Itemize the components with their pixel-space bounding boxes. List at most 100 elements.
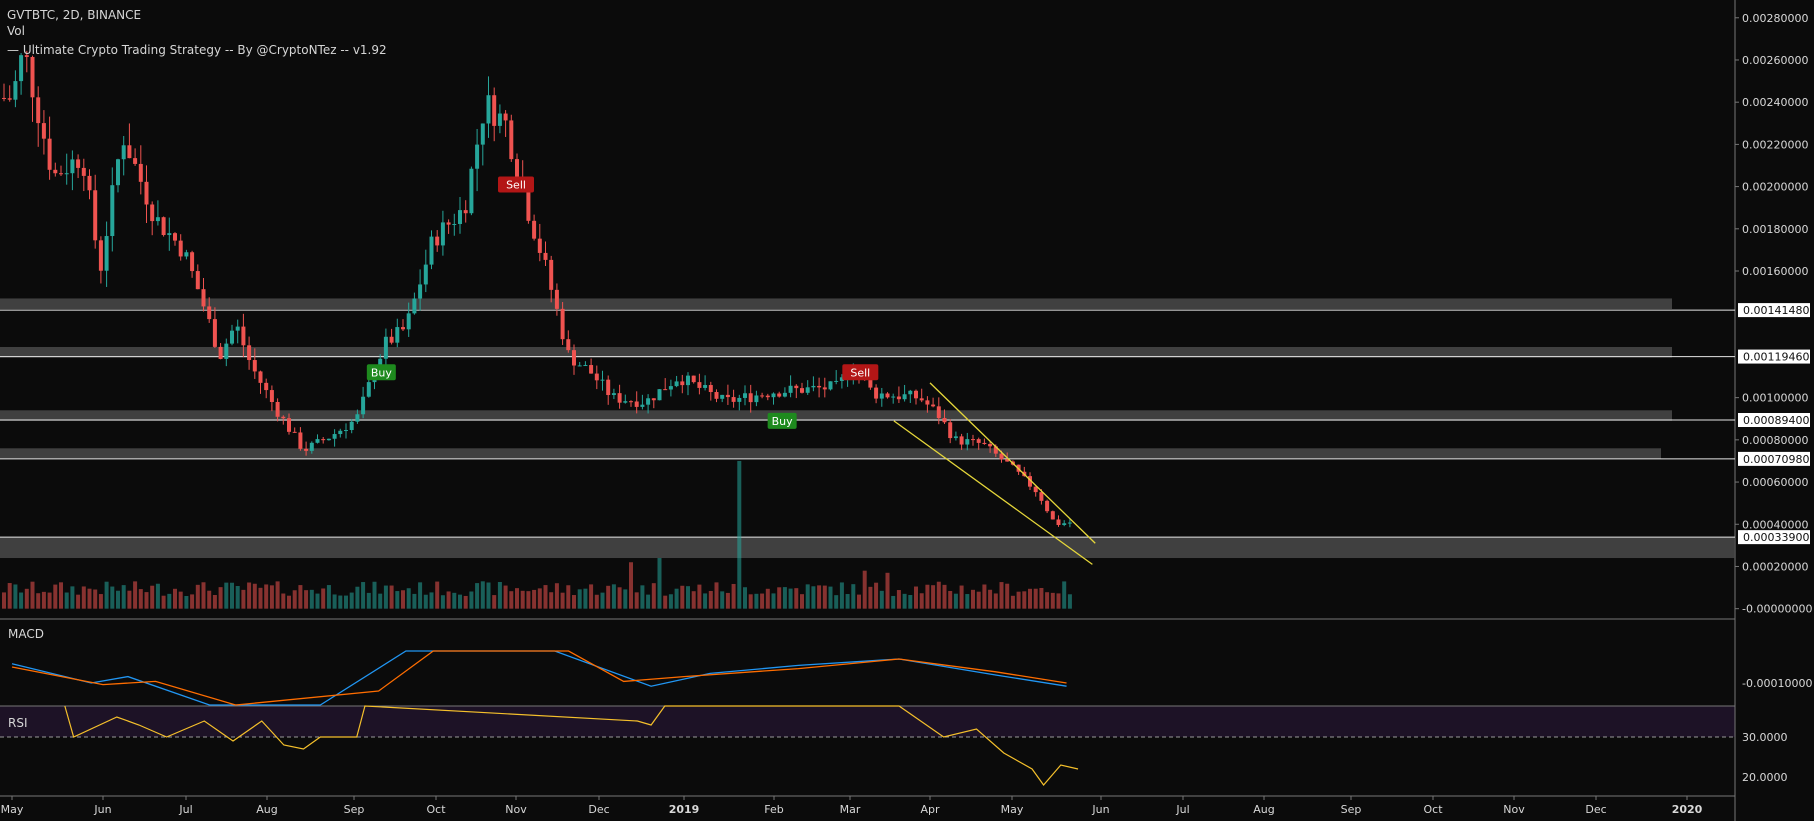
level-tag-label: 0.00141480 [1743,304,1809,317]
candle-body [942,418,947,423]
volume-bar [953,593,958,609]
candle-body [1039,492,1044,501]
candle-body [116,159,120,186]
volume-bar [914,586,918,609]
volume-bar [948,590,953,609]
volume-bar [703,593,708,609]
candle-body [896,396,901,400]
candle-body [389,336,394,343]
candle-body [53,169,58,174]
volume-bar [446,591,451,609]
candle-body [395,327,400,343]
time-tick-label: Apr [920,803,940,816]
volume-bar [845,594,850,609]
volume-bar [896,590,901,609]
price-tick-label: 0.00200000 [1742,181,1808,194]
volume-bar [993,593,998,609]
candle-body [207,306,212,320]
volume-bar [144,592,149,609]
candle-body [47,138,52,170]
time-tick-label: Sep [1341,803,1362,816]
volume-bar [247,582,252,609]
candle-body [309,442,314,451]
candle-body [429,236,434,265]
volume-bar [150,585,155,609]
signal-badge [498,176,534,193]
volume-bar [173,588,177,609]
volume-bar [87,588,92,609]
volume-bar [663,595,668,609]
volume-bar [851,584,856,609]
volume-bar [241,589,246,609]
volume-bar [1056,593,1061,609]
volume-bar [982,584,987,609]
volume-bar [389,585,394,609]
volume-bar [577,589,582,609]
volume-bar [458,594,462,609]
candle-body [423,264,428,285]
candle-body [412,298,417,314]
candle-body [155,217,160,222]
candle-body [59,173,63,175]
volume-bar [583,588,588,609]
volume-bar [190,594,195,609]
volume-bar [800,594,804,609]
volume-bar [309,589,314,609]
volume-bar [594,594,599,609]
volume-bar [629,562,633,609]
candle-body [292,431,297,433]
volume-bar [708,590,713,609]
candle-body [281,416,286,419]
volume-bar [355,586,360,609]
candle-body [401,327,405,330]
candle-body [224,343,229,359]
volume-bar [862,570,867,609]
volume-bar [195,584,200,609]
volume-bar [999,582,1004,609]
volume-bar [281,593,286,609]
candle-body [150,204,155,222]
candle-body [611,393,616,396]
volume-bar [406,588,411,609]
volume-bar [70,586,75,609]
volume-bar [674,588,679,609]
candle-body [537,238,542,253]
candle-body [1005,459,1010,462]
volume-bar [440,595,445,609]
candle-body [480,123,485,145]
volume-bar [868,586,873,609]
volume-bar [13,584,18,609]
volume-bar [121,585,126,609]
candle-body [509,120,514,160]
candle-body [731,397,736,402]
volume-bar [435,581,440,609]
signal-badge [767,412,797,429]
zone-1 [0,346,1672,358]
candle-body [355,414,360,422]
volume-legend: Vol [7,24,25,38]
volume-bar [686,586,690,609]
volume-bar [600,592,605,609]
candle-body [566,339,571,351]
volume-bar [611,584,616,609]
rsi-line [64,705,1079,786]
candle-body [1028,476,1032,487]
candle-body [794,385,799,389]
volume-bar [668,594,673,609]
price-tick-label: 0.00260000 [1742,54,1808,67]
candle-body [1067,522,1072,524]
volume-bar [543,585,548,609]
volume-bar [1010,595,1015,609]
volume-bar [76,594,81,609]
rsi-tick-label: 20.0000 [1742,771,1788,784]
volume-bar [292,590,297,609]
candle-body [287,418,291,432]
time-tick-label: Feb [764,803,783,816]
macd-signal-line [11,650,1067,706]
volume-bar [657,558,662,609]
symbol-title: GVTBTC, 2D, BINANCE [7,8,142,22]
candle-body [349,421,354,431]
volume-bar [560,592,565,609]
candle-body [811,385,816,388]
